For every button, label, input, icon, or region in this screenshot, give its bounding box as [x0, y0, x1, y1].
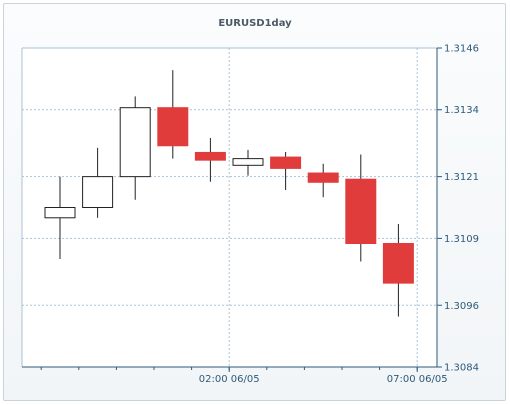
- axes: [21, 47, 442, 372]
- candle: [382, 223, 414, 317]
- candle: [307, 163, 339, 198]
- candle: [232, 149, 264, 176]
- x-tick-label: 02:00 06/05: [199, 374, 260, 385]
- y-tick-label: 1.3146: [444, 44, 479, 55]
- candle-body: [232, 158, 264, 166]
- candle: [82, 147, 114, 218]
- candle: [157, 70, 189, 159]
- y-tick-label: 1.3109: [444, 234, 479, 245]
- candle-body: [119, 107, 151, 178]
- candle-body: [44, 207, 76, 219]
- candle-body: [270, 156, 302, 169]
- x-tick-label: 07:00 06/05: [387, 374, 448, 385]
- candle-body: [82, 176, 114, 208]
- candle: [44, 176, 76, 259]
- candle-body: [157, 107, 189, 147]
- y-tick-label: 1.3096: [444, 301, 479, 312]
- candle: [119, 96, 151, 200]
- tick-labels: 1.3146 1.3134 1.3121 1.3109 1.3096 1.3084 02:0…: [199, 44, 479, 386]
- candle: [270, 151, 302, 191]
- y-tick-label: 1.3084: [444, 363, 479, 374]
- y-tick-label: 1.3134: [444, 105, 479, 116]
- y-tick-label: 1.3121: [444, 172, 479, 183]
- candle-body: [194, 151, 226, 161]
- candle: [345, 154, 377, 262]
- candles: [44, 70, 414, 317]
- candle-body: [345, 178, 377, 245]
- candle: [194, 138, 226, 182]
- chart-title: EURUSD1day: [218, 18, 292, 29]
- candle-body: [307, 172, 339, 183]
- candle-body: [382, 243, 414, 284]
